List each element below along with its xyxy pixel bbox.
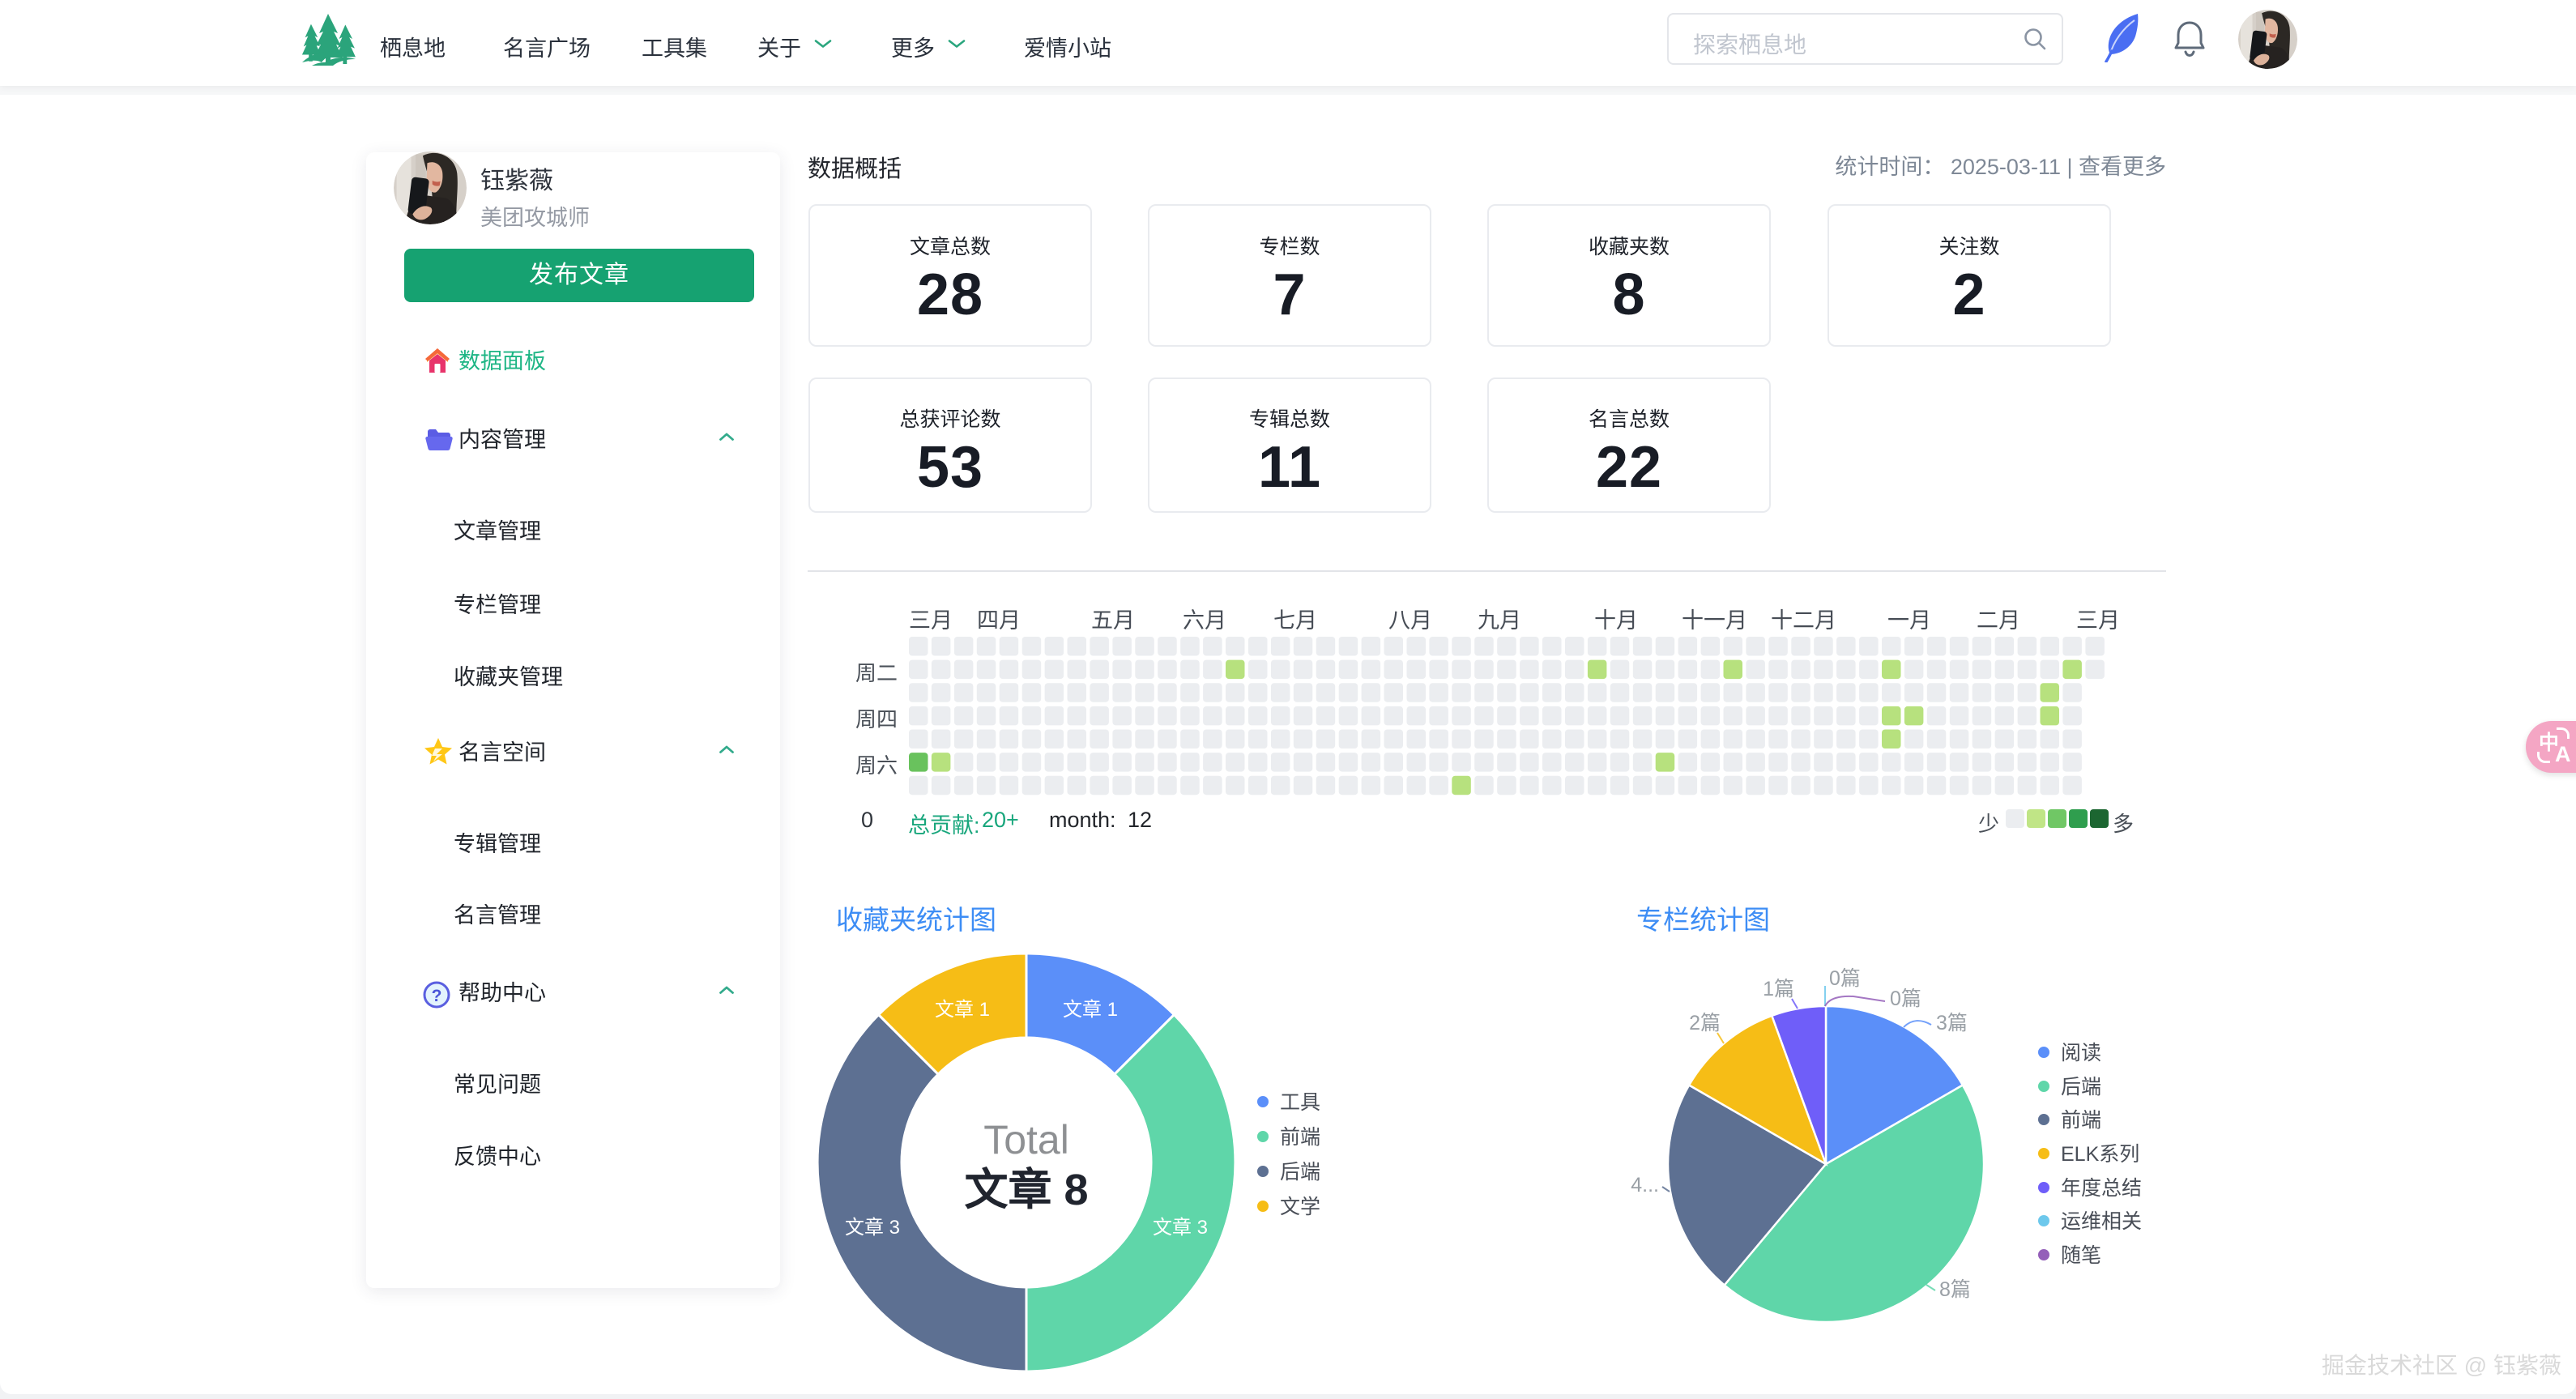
svg-text:文章 1: 文章 1 bbox=[935, 999, 990, 1021]
svg-text:8篇: 8篇 bbox=[1939, 1278, 1971, 1301]
svg-text:3篇: 3篇 bbox=[1936, 1012, 1968, 1034]
svg-text:文章 1: 文章 1 bbox=[1063, 999, 1118, 1021]
svg-text:文章 3: 文章 3 bbox=[1153, 1217, 1208, 1239]
svg-text:0篇: 0篇 bbox=[1890, 987, 1921, 1010]
svg-text:2篇: 2篇 bbox=[1689, 1012, 1721, 1034]
svg-text:4...: 4... bbox=[1631, 1174, 1659, 1196]
svg-text:?: ? bbox=[432, 987, 442, 1005]
svg-text:1篇: 1篇 bbox=[1763, 978, 1794, 1000]
svg-text:文章 3: 文章 3 bbox=[845, 1217, 900, 1239]
svg-text:0篇: 0篇 bbox=[1829, 967, 1861, 990]
